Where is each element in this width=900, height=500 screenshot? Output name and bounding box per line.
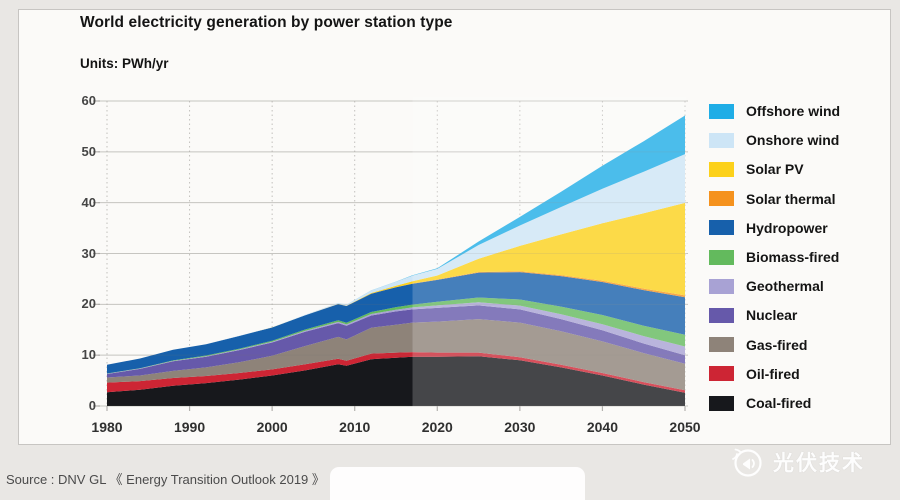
legend-item-offshore-wind: Offshore wind — [709, 103, 840, 119]
legend-item-gas-fired: Gas-fired — [709, 337, 807, 353]
legend-label: Oil-fired — [746, 365, 800, 382]
legend-swatch — [709, 395, 734, 411]
legend-label: Onshore wind — [746, 132, 840, 149]
legend-label: Biomass-fired — [746, 249, 840, 265]
chart-units-label: Units: PWh/yr — [80, 56, 169, 71]
x-tick-label-2000: 2000 — [256, 419, 288, 435]
legend-label: Coal-fired — [746, 395, 812, 411]
legend-swatch — [709, 307, 734, 323]
legend-item-nuclear: Nuclear — [709, 307, 797, 323]
y-tick-label-50: 50 — [81, 143, 96, 159]
legend-swatch — [709, 337, 734, 353]
legend-label: Solar PV — [746, 161, 804, 178]
legend-swatch — [709, 278, 734, 294]
legend-swatch — [709, 191, 734, 207]
legend-label: Offshore wind — [746, 103, 841, 119]
y-tick-label-0: 0 — [88, 398, 96, 413]
legend-swatch — [709, 161, 734, 177]
x-tick-label-2010: 2010 — [339, 419, 371, 435]
x-tick-label-2040: 2040 — [586, 419, 618, 435]
y-tick-label-10: 10 — [81, 347, 96, 363]
legend-swatch — [709, 103, 734, 119]
legend-swatch — [709, 249, 734, 265]
legend-item-solar-thermal: Solar thermal — [709, 191, 835, 207]
legend-item-oil-fired: Oil-fired — [709, 366, 800, 382]
x-tick-label-2020: 2020 — [421, 419, 453, 435]
x-tick-label-1990: 1990 — [173, 419, 206, 435]
watermark-text: 光伏技术 — [773, 452, 865, 475]
legend-item-hydropower: Hydropower — [709, 220, 828, 236]
x-tick-label-2050: 2050 — [669, 419, 701, 435]
watermark: 光伏技术 — [731, 446, 865, 478]
legend-label: Geothermal — [746, 278, 824, 295]
legend-label: Gas-fired — [746, 336, 808, 353]
legend-swatch — [709, 220, 734, 236]
legend-item-geothermal: Geothermal — [709, 278, 824, 294]
source-text: Source : DNV GL 《 Energy Transition Outl… — [6, 472, 325, 487]
legend-item-coal-fired: Coal-fired — [709, 395, 811, 411]
legend-label: Solar thermal — [746, 190, 836, 207]
y-tick-label-30: 30 — [81, 245, 96, 261]
legend-label: Nuclear — [746, 307, 798, 324]
y-tick-label-60: 60 — [81, 93, 96, 108]
x-tick-label-2030: 2030 — [504, 419, 536, 435]
legend-label: Hydropower — [746, 219, 828, 236]
legend-swatch — [709, 366, 734, 382]
legend-item-onshore-wind: Onshore wind — [709, 132, 839, 148]
y-tick-label-40: 40 — [81, 194, 96, 210]
legend-item-solar-pv: Solar PV — [709, 161, 804, 177]
legend-swatch — [709, 132, 734, 148]
legend-item-biomass-fired: Biomass-fired — [709, 249, 839, 265]
megaphone-icon — [732, 448, 762, 477]
y-tick-label-20: 20 — [81, 296, 96, 312]
x-tick-label-1980: 1980 — [91, 419, 123, 435]
bottom-overlay-panel — [330, 467, 585, 500]
chart-title: World electricity generation by power st… — [80, 14, 453, 31]
